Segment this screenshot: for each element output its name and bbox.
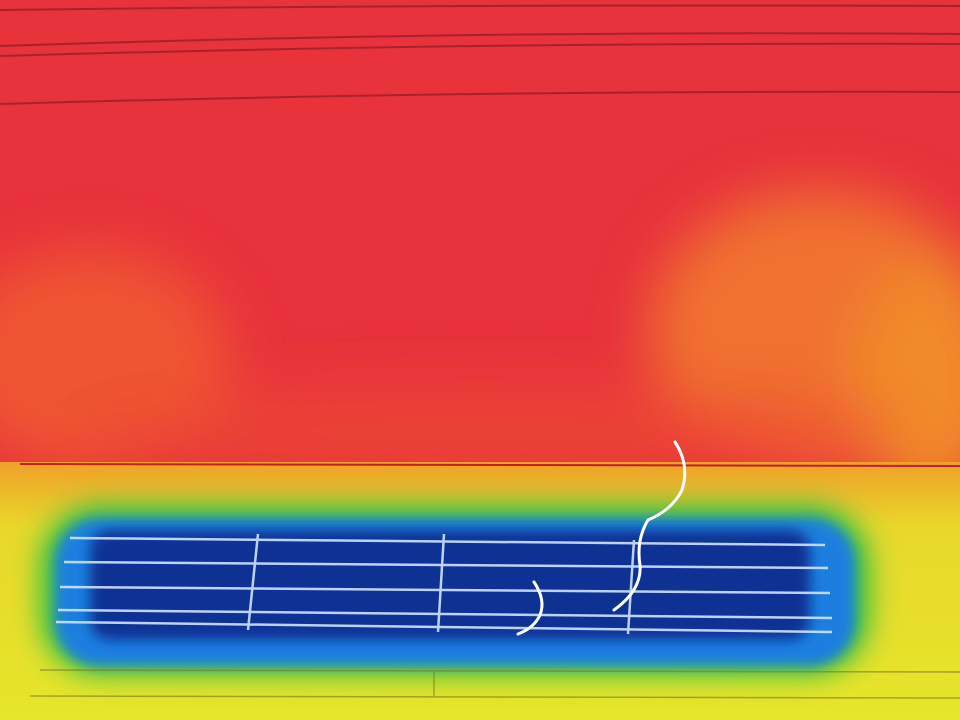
roof-seams [0,4,960,105]
warm-patches [0,190,960,500]
annotation-strokes [516,440,687,636]
edge-line [19,463,960,467]
vent-grille [55,533,833,635]
bottom-frame-lines [29,669,960,699]
